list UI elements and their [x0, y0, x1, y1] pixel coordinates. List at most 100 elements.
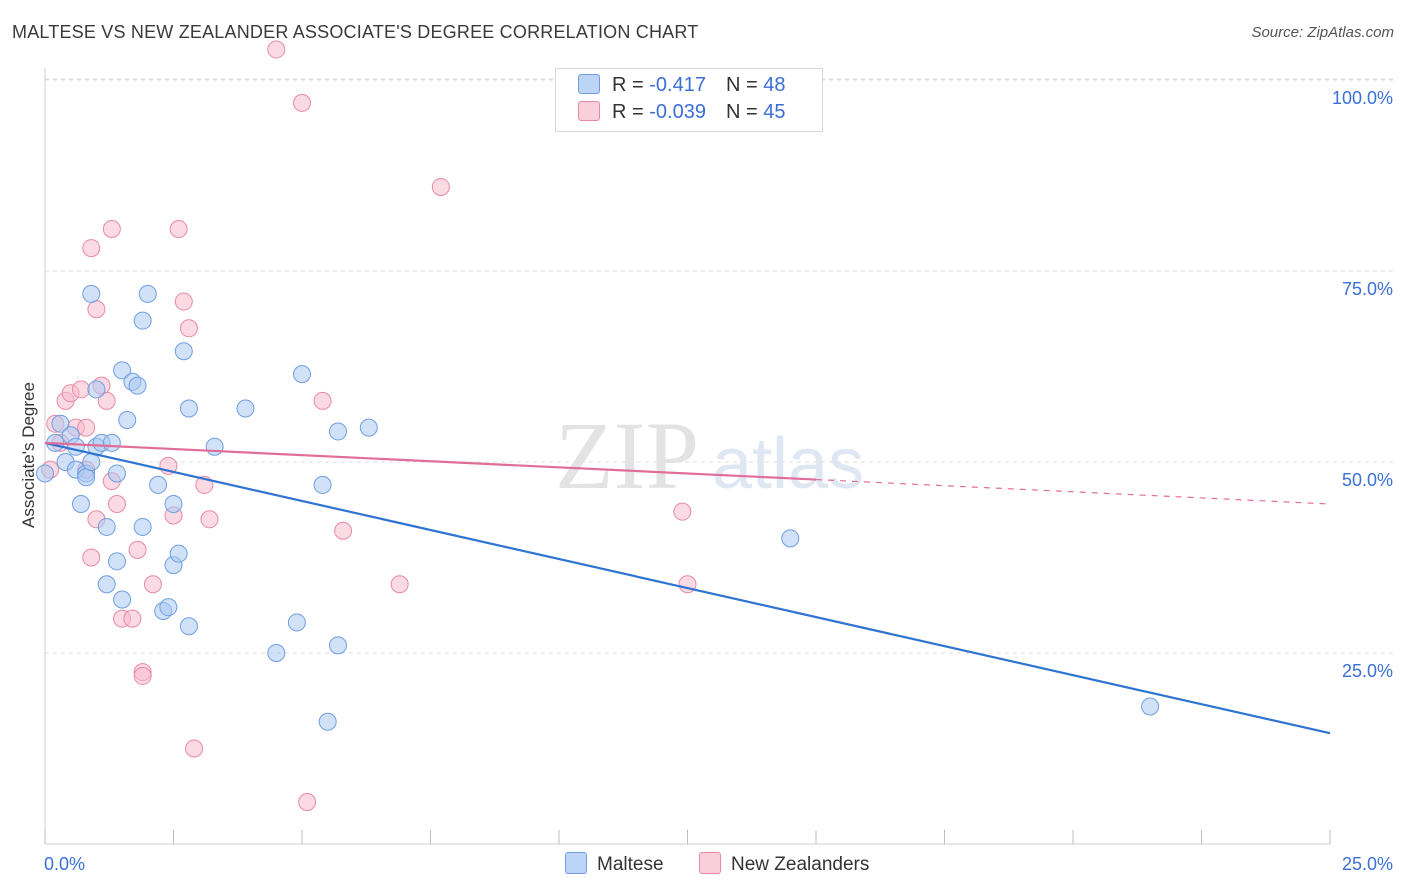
r-label: R = — [612, 74, 650, 96]
maltese-point-24 — [128, 376, 147, 395]
maltese-point-21 — [113, 361, 132, 380]
new-zealanders-point-22 — [133, 666, 152, 685]
new-zealanders-trendline-extension — [815, 478, 1331, 505]
new-zealanders-legend-label: New Zealanders — [731, 854, 870, 875]
maltese-point-18 — [107, 552, 126, 571]
maltese-point-7 — [71, 495, 90, 514]
y-tick-label-0: 25.0% — [1342, 661, 1393, 681]
maltese-point-38 — [236, 399, 255, 418]
maltese-point-46 — [359, 418, 378, 437]
y-tick-labels: 25.0% 50.0% 75.0% 100.0% — [1332, 88, 1393, 681]
maltese-point-40 — [287, 613, 306, 632]
axes — [44, 68, 1331, 845]
new-zealanders-point-36 — [334, 521, 353, 540]
gridlines — [45, 78, 1395, 654]
new-zealanders-point-37 — [390, 575, 409, 594]
maltese-swatch — [578, 74, 600, 94]
new-zealanders-point-33 — [293, 93, 311, 112]
r-value: -0.039 — [649, 101, 706, 123]
y-tick-label-1: 50.0% — [1342, 470, 1393, 490]
maltese-point-39 — [267, 644, 286, 662]
new-zealanders-point-39 — [673, 502, 692, 521]
watermark-atlas: atlas — [712, 424, 864, 504]
maltese-point-17 — [102, 433, 121, 452]
new-zealanders-point-19 — [123, 609, 142, 628]
maltese-legend-label: Maltese — [597, 854, 664, 875]
chart-source: Source: ZipAtlas.com — [1251, 24, 1394, 41]
new-zealanders-trendline — [44, 441, 817, 481]
x-tick-label-0: 0.0% — [44, 854, 85, 874]
maltese-point-19 — [107, 464, 126, 483]
new-zealanders-point-11 — [87, 300, 106, 319]
new-zealanders-point-20 — [128, 540, 147, 559]
maltese-point-32 — [164, 495, 183, 514]
maltese-point-47 — [781, 529, 800, 548]
maltese-point-45 — [328, 422, 347, 441]
new-zealanders-point-7 — [77, 418, 96, 437]
maltese-point-36 — [179, 617, 198, 636]
new-zealanders-point-35 — [313, 391, 332, 410]
y-axis-label: Associate's Degree — [19, 382, 38, 528]
maltese-point-34 — [174, 342, 193, 361]
new-zealanders-point-9 — [82, 239, 101, 258]
new-zealanders-point-27 — [174, 292, 193, 311]
y-tick-label-2: 75.0% — [1342, 279, 1393, 299]
new-zealanders-point-16 — [102, 219, 121, 238]
chart-title: MALTESE VS NEW ZEALANDER ASSOCIATE'S DEG… — [12, 22, 699, 42]
maltese-point-12 — [87, 380, 106, 399]
maltese-point-26 — [133, 517, 152, 536]
maltese-point-41 — [293, 365, 311, 384]
new-zealanders-legend-swatch — [699, 852, 721, 874]
n-label: N = — [725, 74, 764, 96]
maltese-point-2 — [51, 414, 70, 433]
maltese-point-27 — [138, 284, 157, 303]
new-zealanders-point-10 — [82, 548, 101, 567]
maltese-point-44 — [328, 636, 347, 655]
x-tick-label-1: 25.0% — [1342, 854, 1393, 874]
new-zealanders-point-34 — [298, 792, 317, 811]
legend-item-new-zealanders: New Zealanders — [699, 852, 869, 876]
n-value: 45 — [763, 101, 786, 123]
new-zealanders-point-29 — [185, 739, 204, 758]
trendlines — [44, 441, 1331, 735]
new-zealanders-point-26 — [169, 219, 188, 238]
n-value: 48 — [763, 74, 786, 96]
maltese-points — [36, 284, 1160, 731]
new-zealanders-point-31 — [200, 510, 219, 529]
maltese-point-16 — [97, 575, 116, 594]
maltese-point-43 — [318, 712, 337, 731]
maltese-point-9 — [77, 468, 96, 487]
maltese-point-0 — [36, 464, 54, 483]
new-zealanders-swatch — [578, 101, 600, 121]
legend-item-maltese: Maltese — [565, 852, 664, 876]
maltese-point-28 — [149, 475, 168, 494]
maltese-point-15 — [97, 517, 116, 536]
legend-row-maltese: R = -0.417 N = 48 — [578, 74, 785, 100]
new-zealanders-point-32 — [267, 40, 286, 59]
new-zealanders-point-23 — [143, 575, 162, 594]
correlation-legend: R = -0.417 N = 48 R = -0.039 N = 45 — [555, 68, 823, 132]
x-tick-labels: 0.0% 25.0% — [44, 854, 1393, 874]
r-label: R = — [612, 101, 650, 123]
maltese-point-42 — [313, 475, 332, 494]
r-value: -0.417 — [649, 74, 706, 96]
maltese-point-35 — [179, 399, 198, 418]
maltese-point-37 — [205, 437, 224, 456]
maltese-point-22 — [118, 410, 137, 429]
new-zealanders-point-28 — [179, 319, 198, 338]
maltese-point-48 — [1141, 697, 1160, 716]
watermark: ZIP — [555, 402, 699, 509]
new-zealanders-point-6 — [71, 380, 90, 399]
maltese-legend-swatch — [565, 852, 587, 874]
maltese-point-10 — [82, 453, 101, 471]
new-zealanders-point-38 — [431, 177, 450, 196]
maltese-point-11 — [82, 284, 101, 303]
new-zealanders-point-14 — [97, 391, 116, 410]
maltese-trendline — [44, 441, 1331, 735]
n-label: N = — [725, 101, 764, 123]
maltese-point-20 — [113, 590, 132, 609]
new-zealanders-point-17 — [107, 495, 126, 514]
y-tick-label-3: 100.0% — [1332, 88, 1393, 108]
maltese-point-33 — [169, 544, 188, 563]
